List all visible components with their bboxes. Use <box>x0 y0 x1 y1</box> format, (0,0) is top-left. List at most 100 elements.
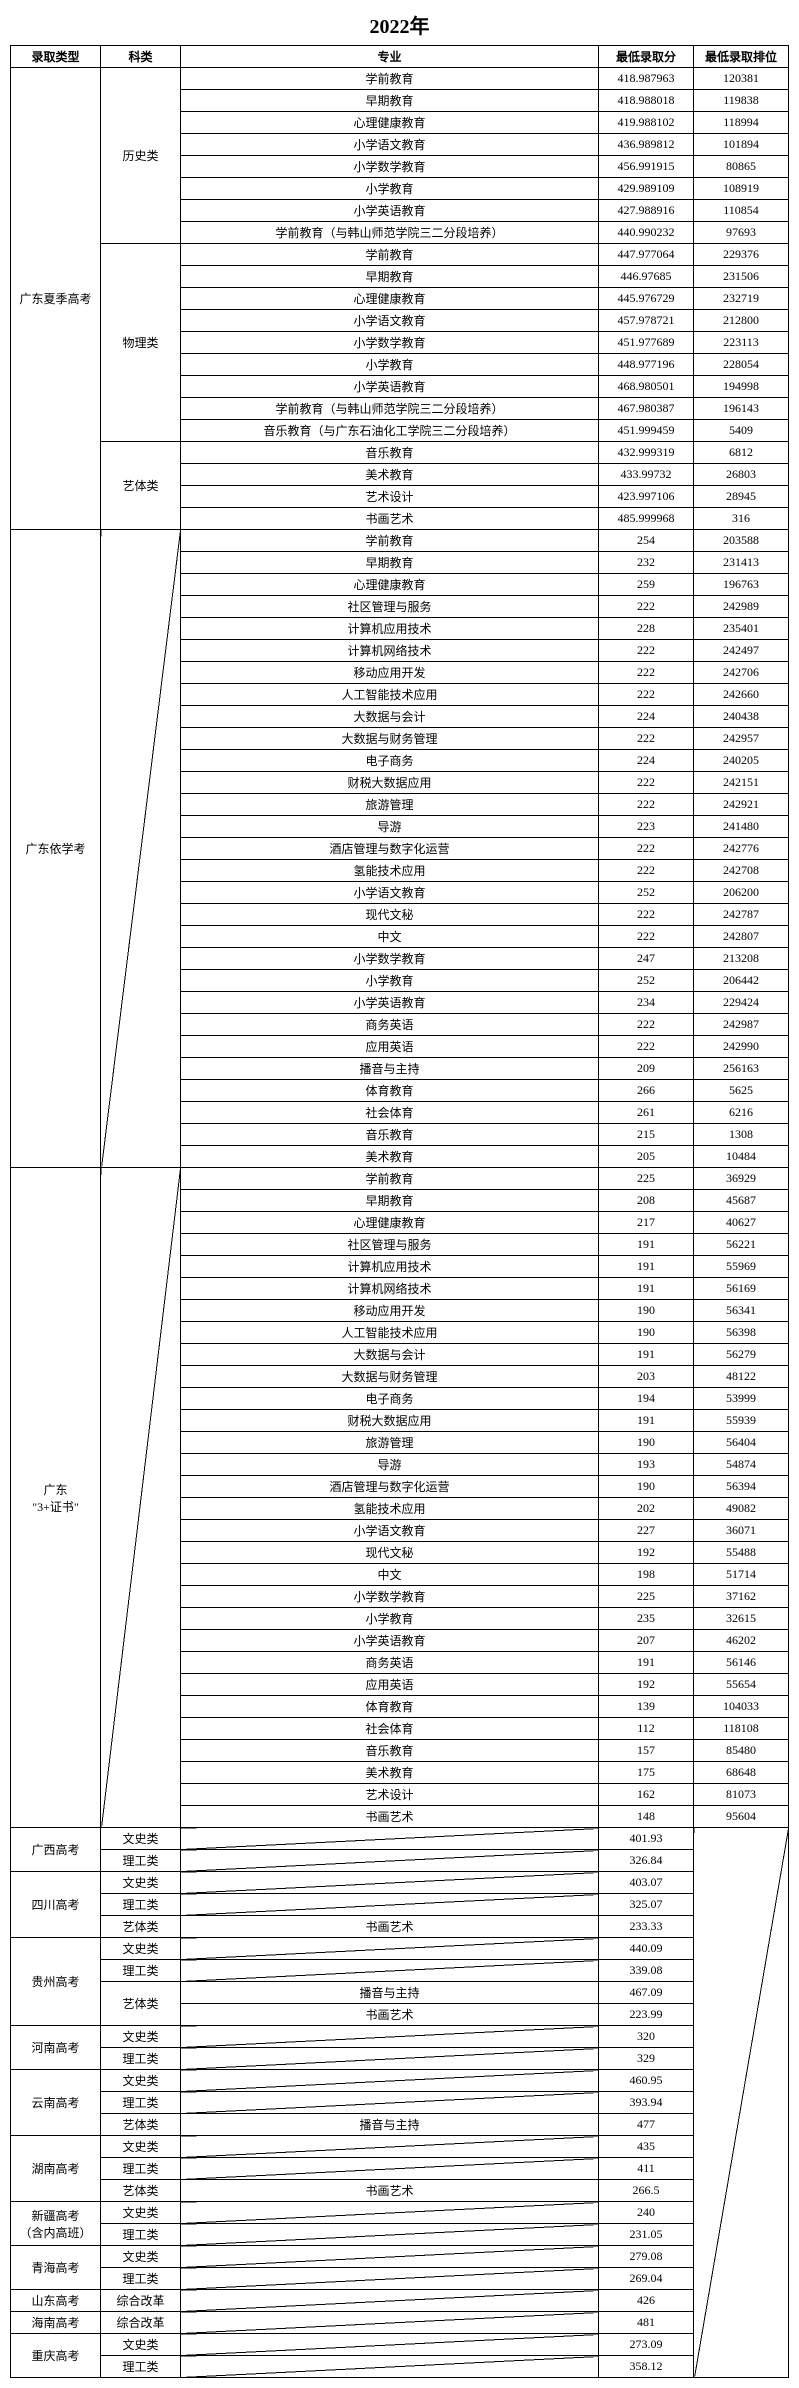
major-cell: 小学语文教育 <box>181 134 599 156</box>
score-cell: 419.988102 <box>599 112 694 134</box>
score-cell: 447.977064 <box>599 244 694 266</box>
score-cell: 467.09 <box>599 1982 694 2004</box>
score-cell: 191 <box>599 1344 694 1366</box>
rank-cell: 235401 <box>694 618 789 640</box>
table-row: 广西高考文史类401.93 <box>11 1828 789 1850</box>
rank-cell: 56146 <box>694 1652 789 1674</box>
major-cell: 美术教育 <box>181 1762 599 1784</box>
rank-cell: 203588 <box>694 530 789 552</box>
table-row: 贵州高考文史类440.09 <box>11 1938 789 1960</box>
subject-cell: 理工类 <box>101 2158 181 2180</box>
major-cell: 心理健康教育 <box>181 1212 599 1234</box>
major-cell: 艺术设计 <box>181 1784 599 1806</box>
rank-cell: 36071 <box>694 1520 789 1542</box>
rank-cell: 213208 <box>694 948 789 970</box>
major-cell <box>181 1872 599 1894</box>
major-cell <box>181 2158 599 2180</box>
score-cell: 193 <box>599 1454 694 1476</box>
major-cell: 社区管理与服务 <box>181 596 599 618</box>
rank-cell: 256163 <box>694 1058 789 1080</box>
score-cell: 445.976729 <box>599 288 694 310</box>
subject-cell: 理工类 <box>101 2092 181 2114</box>
subject-cell: 艺体类 <box>101 1982 181 2026</box>
rank-cell: 242987 <box>694 1014 789 1036</box>
score-cell: 393.94 <box>599 2092 694 2114</box>
score-cell: 228 <box>599 618 694 640</box>
header-score: 最低录取分 <box>599 46 694 68</box>
major-cell: 氢能技术应用 <box>181 1498 599 1520</box>
score-cell: 190 <box>599 1432 694 1454</box>
rank-cell: 223113 <box>694 332 789 354</box>
score-cell: 477 <box>599 2114 694 2136</box>
major-cell: 应用英语 <box>181 1036 599 1058</box>
rank-cell: 46202 <box>694 1630 789 1652</box>
score-cell: 457.978721 <box>599 310 694 332</box>
major-cell: 大数据与财务管理 <box>181 728 599 750</box>
major-cell <box>181 2202 599 2224</box>
score-cell: 252 <box>599 882 694 904</box>
major-cell: 电子商务 <box>181 750 599 772</box>
table-row: 理工类329 <box>11 2048 789 2070</box>
major-cell: 导游 <box>181 1454 599 1476</box>
type-cell: 新疆高考（含内高班） <box>11 2202 101 2246</box>
major-cell <box>181 2334 599 2356</box>
score-cell: 358.12 <box>599 2356 694 2378</box>
score-cell: 191 <box>599 1234 694 1256</box>
rank-cell: 49082 <box>694 1498 789 1520</box>
major-cell: 小学英语教育 <box>181 376 599 398</box>
major-cell: 音乐教育 <box>181 1740 599 1762</box>
score-cell: 202 <box>599 1498 694 1520</box>
table-row: 山东高考综合改革426 <box>11 2290 789 2312</box>
rank-cell: 56404 <box>694 1432 789 1454</box>
table-row: 青海高考文史类279.08 <box>11 2246 789 2268</box>
subject-cell: 文史类 <box>101 1938 181 1960</box>
rank-cell: 56221 <box>694 1234 789 1256</box>
major-cell: 旅游管理 <box>181 1432 599 1454</box>
subject-cell: 艺体类 <box>101 442 181 530</box>
score-cell: 451.999459 <box>599 420 694 442</box>
rank-cell: 95604 <box>694 1806 789 1828</box>
rank-cell: 104033 <box>694 1696 789 1718</box>
rank-cell: 242787 <box>694 904 789 926</box>
score-cell: 403.07 <box>599 1872 694 1894</box>
score-cell: 429.989109 <box>599 178 694 200</box>
rank-cell: 240205 <box>694 750 789 772</box>
rank-cell: 242776 <box>694 838 789 860</box>
major-cell: 艺术设计 <box>181 486 599 508</box>
table-row: 物理类学前教育447.977064229376 <box>11 244 789 266</box>
score-cell: 418.987963 <box>599 68 694 90</box>
score-cell: 191 <box>599 1278 694 1300</box>
major-cell: 酒店管理与数字化运营 <box>181 838 599 860</box>
rank-cell: 5409 <box>694 420 789 442</box>
rank-cell: 56341 <box>694 1300 789 1322</box>
score-cell: 467.980387 <box>599 398 694 420</box>
type-cell: 四川高考 <box>11 1872 101 1938</box>
table-row: 理工类325.07 <box>11 1894 789 1916</box>
score-cell: 209 <box>599 1058 694 1080</box>
rank-cell: 316 <box>694 508 789 530</box>
score-cell: 451.977689 <box>599 332 694 354</box>
rank-cell: 55969 <box>694 1256 789 1278</box>
type-cell: 河南高考 <box>11 2026 101 2070</box>
major-cell <box>181 2290 599 2312</box>
subject-cell: 艺体类 <box>101 2114 181 2136</box>
rank-cell: 55654 <box>694 1674 789 1696</box>
major-cell: 小学数学教育 <box>181 948 599 970</box>
major-cell <box>181 2356 599 2378</box>
score-cell: 481 <box>599 2312 694 2334</box>
rank-cell: 37162 <box>694 1586 789 1608</box>
score-cell: 225 <box>599 1168 694 1190</box>
score-cell: 203 <box>599 1366 694 1388</box>
rank-cell: 240438 <box>694 706 789 728</box>
rank-cell: 228054 <box>694 354 789 376</box>
score-cell: 222 <box>599 728 694 750</box>
table-row: 云南高考文史类460.95 <box>11 2070 789 2092</box>
score-cell: 252 <box>599 970 694 992</box>
score-cell: 191 <box>599 1256 694 1278</box>
major-cell: 学前教育（与韩山师范学院三二分段培养） <box>181 398 599 420</box>
major-cell: 电子商务 <box>181 1388 599 1410</box>
type-cell: 重庆高考 <box>11 2334 101 2378</box>
header-type: 录取类型 <box>11 46 101 68</box>
rank-cell: 32615 <box>694 1608 789 1630</box>
major-cell: 早期教育 <box>181 90 599 112</box>
